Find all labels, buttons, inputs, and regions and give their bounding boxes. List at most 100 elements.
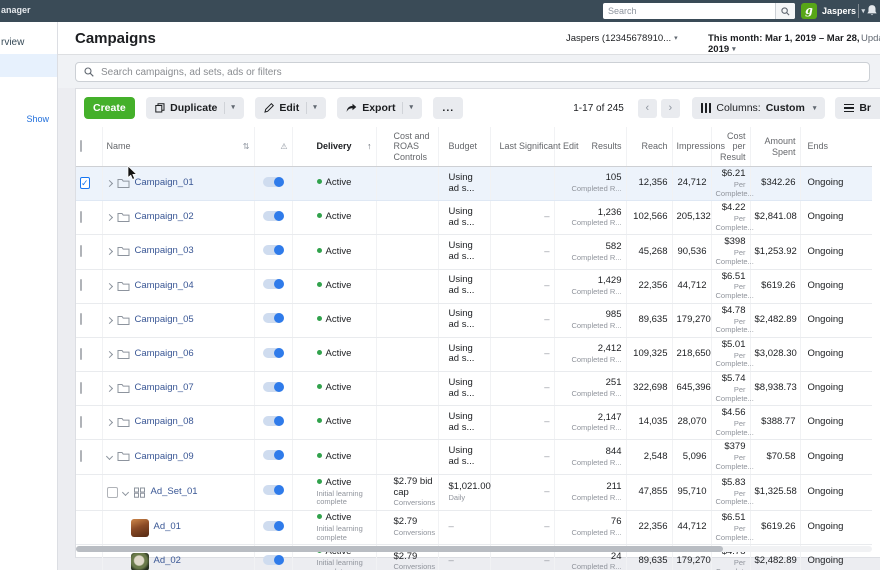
chevron-down-icon[interactable]: ▾ — [224, 102, 235, 114]
header-cost-roas[interactable]: Cost and ROAS Controls — [375, 127, 438, 168]
header-amount-spent[interactable]: Amount Spent — [749, 127, 800, 168]
header-delivery[interactable]: Delivery ↑ — [291, 127, 376, 168]
campaign-row[interactable]: Campaign_02 Active Using ad s... –1,236 Comp… — [76, 200, 872, 236]
campaign-row[interactable]: Campaign_06 Active Using ad s... –2,412 Comp… — [76, 337, 872, 373]
header-results[interactable]: Results — [553, 127, 626, 168]
expand-icon[interactable] — [105, 282, 113, 290]
sidebar-item-active[interactable] — [0, 54, 57, 77]
active-toggle[interactable] — [262, 313, 284, 324]
campaign-name-link[interactable]: Campaign_05 — [134, 313, 194, 325]
campaign-row[interactable]: Campaign_03 Active Using ad s... –582 Comple… — [76, 234, 872, 270]
active-toggle[interactable] — [262, 176, 284, 187]
row-checkbox[interactable] — [106, 486, 118, 498]
breakdown-button[interactable]: Br — [835, 97, 880, 119]
row-checkbox[interactable] — [80, 415, 82, 428]
global-search-button[interactable] — [775, 3, 795, 19]
campaign-row[interactable]: Campaign_09 Active Using ad s... –844 Comple… — [76, 439, 872, 475]
active-toggle[interactable] — [262, 210, 284, 221]
campaign-name-link[interactable]: Campaign_07 — [134, 382, 194, 394]
header-impressions[interactable]: Impressions — [671, 127, 725, 168]
expand-icon[interactable] — [105, 419, 113, 427]
edit-button[interactable]: Edit ▾ — [255, 97, 326, 119]
account-selector[interactable]: Jaspers (12345678910... ▾ — [566, 33, 678, 44]
pagination-next-button[interactable]: › — [660, 98, 680, 118]
sidebar-show-link[interactable]: Show — [26, 114, 49, 124]
collapse-icon[interactable] — [121, 488, 129, 496]
campaign-row[interactable]: Campaign_04 Active Using ad s... –1,429 Comp… — [76, 269, 872, 304]
adset-name-link[interactable]: Ad_Set_01 — [150, 485, 198, 497]
active-toggle[interactable] — [262, 554, 284, 565]
campaigns-table-card: Create Duplicate ▾ Edit ▾ Export ▾ ... 1… — [75, 88, 880, 570]
pagination-prev-button[interactable]: ‹ — [637, 98, 657, 118]
user-menu[interactable]: Jaspers ▾ — [822, 6, 865, 16]
active-toggle[interactable] — [262, 450, 284, 461]
header-budget[interactable]: Budget — [437, 127, 490, 168]
campaign-row[interactable]: Campaign_07 Active Using ad s... –251 Comple… — [76, 371, 872, 407]
campaign-name-link[interactable]: Campaign_02 — [134, 211, 194, 223]
create-button[interactable]: Create — [84, 97, 135, 119]
select-all-checkbox[interactable] — [80, 140, 82, 153]
sidebar-item-overview[interactable]: rview — [1, 37, 25, 48]
expand-icon[interactable] — [105, 316, 113, 324]
expand-icon[interactable] — [105, 350, 113, 359]
horizontal-scrollbar[interactable] — [76, 546, 872, 552]
header-reach[interactable]: Reach — [625, 127, 672, 168]
header-errors[interactable]: ⚠ — [253, 127, 292, 168]
active-toggle[interactable] — [262, 347, 284, 358]
header-last-significant-edit[interactable]: Last Significant Edit — [489, 127, 579, 168]
campaign-name-link[interactable]: Campaign_04 — [134, 279, 194, 291]
campaign-name-link[interactable]: Campaign_06 — [134, 348, 194, 359]
expand-icon[interactable] — [105, 385, 113, 393]
campaign-row[interactable]: ✓ Campaign_01 Active Using ad s... 105 Comple… — [76, 166, 872, 202]
chevron-down-icon[interactable]: ▾ — [306, 102, 317, 114]
header-ends[interactable]: Ends — [799, 127, 872, 168]
global-search-input[interactable]: Search — [603, 3, 795, 19]
campaign-name-link[interactable]: Campaign_09 — [134, 450, 194, 462]
collapse-icon[interactable] — [105, 453, 113, 461]
header-name[interactable]: Name ⇅ — [101, 127, 254, 168]
notifications-bell-icon[interactable] — [866, 4, 878, 17]
row-checkbox[interactable]: ✓ — [80, 176, 90, 189]
active-toggle[interactable] — [262, 415, 284, 426]
header-cost-per-result[interactable]: Cost per Result — [710, 127, 750, 168]
scrollbar-thumb[interactable] — [76, 546, 723, 552]
campaign-name-link[interactable]: Campaign_01 — [134, 177, 194, 189]
ad-row[interactable]: Ad_01 Active Initial learning complete $2.7… — [76, 510, 872, 546]
workspace-logo-icon[interactable]: g — [801, 3, 817, 19]
row-checkbox[interactable] — [80, 210, 82, 223]
select-all-header[interactable] — [76, 127, 102, 168]
active-toggle[interactable] — [262, 381, 284, 392]
campaign-search-input[interactable]: Search campaigns, ad sets, ads or filter… — [75, 62, 870, 82]
row-checkbox[interactable] — [80, 381, 82, 394]
delivery-text: Active — [325, 512, 352, 524]
duplicate-button[interactable]: Duplicate ▾ — [146, 97, 244, 119]
last-edit-cell: – — [489, 439, 554, 475]
date-range-selector[interactable]: This month: Mar 1, 2019 – Mar 28, 2019 ▾ — [708, 33, 880, 55]
row-checkbox[interactable] — [80, 279, 82, 292]
active-toggle[interactable] — [262, 245, 284, 255]
row-checkbox[interactable] — [80, 347, 82, 360]
expand-icon[interactable] — [105, 180, 113, 188]
row-checkbox[interactable] — [80, 245, 82, 257]
campaign-name-link[interactable]: Campaign_03 — [134, 245, 194, 257]
campaign-row[interactable]: Campaign_08 Active Using ad s... –2,147 Comp… — [76, 405, 872, 441]
cost-control-cell — [375, 200, 438, 236]
ad-name-link[interactable]: Ad_01 — [153, 521, 181, 533]
campaign-name-link[interactable]: Campaign_08 — [134, 416, 194, 428]
active-toggle[interactable] — [262, 520, 284, 531]
sort-icon[interactable]: ⇅ — [242, 141, 250, 151]
export-button[interactable]: Export ▾ — [337, 97, 422, 119]
expand-icon[interactable] — [105, 214, 113, 222]
expand-icon[interactable] — [105, 248, 113, 256]
active-toggle[interactable] — [262, 485, 284, 496]
row-checkbox[interactable] — [80, 313, 82, 326]
chevron-down-icon[interactable]: ▾ — [402, 102, 413, 114]
adset-row[interactable]: Ad_Set_01 Active Initial learning complete… — [76, 474, 872, 512]
delivery-text: Active — [325, 476, 352, 488]
row-checkbox[interactable] — [80, 450, 82, 463]
columns-button[interactable]: Columns: Custom ▾ — [691, 97, 826, 119]
more-actions-button[interactable]: ... — [433, 97, 464, 119]
campaign-row[interactable]: Campaign_05 Active Using ad s... –985 Comple… — [76, 303, 872, 338]
active-toggle[interactable] — [262, 279, 284, 290]
ad-name-link[interactable]: Ad_02 — [153, 555, 181, 567]
